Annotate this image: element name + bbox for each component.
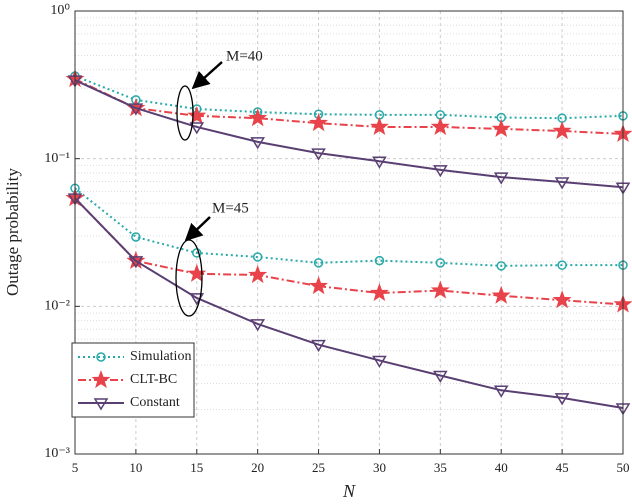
y-tick-label: 10⁻¹ <box>44 151 70 166</box>
annotation-label: M=45 <box>212 200 249 216</box>
annotation-ellipse <box>176 85 194 141</box>
data-point <box>372 355 387 368</box>
data-point <box>250 319 265 332</box>
data-point <box>496 261 506 271</box>
data-point <box>370 283 389 302</box>
x-tick-label: 10 <box>129 460 142 475</box>
data-point <box>491 118 511 137</box>
data-point <box>311 148 326 161</box>
x-tick-label: 5 <box>72 460 79 475</box>
y-tick-label: 10⁻² <box>44 299 70 314</box>
series-line <box>74 197 624 306</box>
legend-label: Constant <box>130 395 180 410</box>
series-line <box>74 78 624 135</box>
data-point <box>491 285 511 304</box>
y-tick-label: 10⁰ <box>50 3 70 18</box>
data-point <box>430 280 450 299</box>
y-axis-label: Outage probability <box>3 168 22 296</box>
x-tick-label: 15 <box>190 460 203 475</box>
data-point <box>493 385 509 398</box>
data-point <box>187 263 207 282</box>
series-line <box>74 79 624 189</box>
data-point <box>557 260 567 270</box>
annotation-label: M=40 <box>226 48 263 64</box>
x-tick-label: 35 <box>434 460 447 475</box>
data-point <box>131 232 141 242</box>
data-point <box>433 165 448 178</box>
y-tick-label: 10⁻³ <box>44 446 70 461</box>
legend-label: Simulation <box>130 349 191 364</box>
x-tick-label: 30 <box>373 460 386 475</box>
data-point <box>187 105 207 124</box>
data-point <box>374 255 385 266</box>
data-point <box>435 258 446 268</box>
data-point <box>552 121 572 140</box>
annotation-arrow <box>191 61 223 90</box>
data-point <box>128 103 144 116</box>
data-point <box>552 290 572 309</box>
legend-marker <box>96 352 106 362</box>
data-point <box>554 177 570 190</box>
x-axis-label: N <box>342 481 356 501</box>
data-point <box>433 370 448 383</box>
series-line <box>74 197 624 409</box>
legend-marker <box>93 398 109 411</box>
data-point <box>309 276 328 295</box>
legend-marker <box>91 370 111 389</box>
data-point <box>248 265 268 284</box>
data-point <box>250 137 265 150</box>
legend-label: CLT-BC <box>130 372 177 387</box>
x-tick-label: 50 <box>617 460 630 475</box>
x-tick-label: 45 <box>556 460 569 475</box>
data-point <box>372 156 387 169</box>
data-point <box>309 113 328 132</box>
data-point <box>128 256 144 269</box>
series-line <box>74 187 623 267</box>
data-point <box>248 108 268 127</box>
data-point <box>252 252 263 262</box>
data-point <box>313 258 324 268</box>
x-tick-label: 40 <box>495 460 508 475</box>
annotation-arrow <box>184 216 211 242</box>
legend-box <box>71 342 195 418</box>
data-point <box>370 116 389 135</box>
plot-frame <box>74 10 624 455</box>
x-tick-label: 25 <box>312 460 325 475</box>
data-point <box>189 122 205 135</box>
data-point <box>311 339 326 353</box>
series-line <box>74 75 624 120</box>
data-point <box>430 116 450 135</box>
data-point <box>554 393 570 406</box>
data-point <box>493 172 509 185</box>
x-tick-label: 20 <box>251 460 264 475</box>
